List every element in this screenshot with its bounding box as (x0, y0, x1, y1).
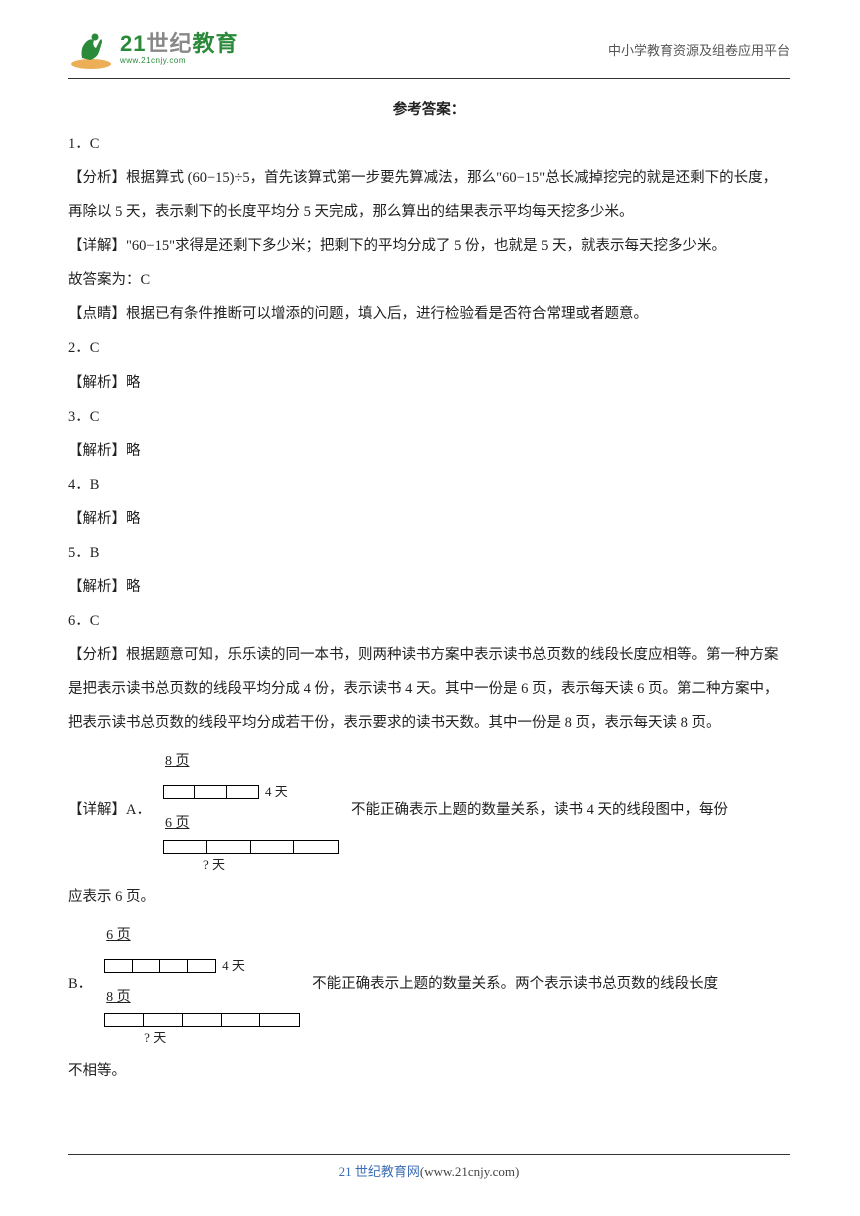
logo-block: 21世纪教育 www.21cnjy.com (68, 28, 239, 70)
q6-B-line2: 不相等。 (68, 1054, 790, 1088)
q1-detail: 【详解】"60−15"求得是还剩下多少米；把剩下的平均分成了 5 份，也就是 5… (68, 229, 790, 263)
q1-analysis: 【分析】根据算式 (60−15)÷5，首先该算式第一步要先算减法，那么"60−1… (68, 161, 790, 229)
page-footer: 21 世纪教育网(www.21cnjy.com) (68, 1154, 790, 1180)
content: 参考答案： 1．C 【分析】根据算式 (60−15)÷5，首先该算式第一步要先算… (0, 79, 860, 1088)
q6-A-prefix: 【详解】A． (68, 793, 151, 827)
logo-icon (68, 28, 114, 70)
q4-answer: 4．B (68, 468, 790, 502)
q4-exp: 【解析】略 (68, 502, 790, 536)
header-right-text: 中小学教育资源及组卷应用平台 (608, 40, 790, 59)
q6-B-suffix: 不能正确表示上题的数量关系。两个表示读书总页数的线段长度 (312, 967, 718, 1001)
logo-subtext: www.21cnjy.com (120, 57, 239, 65)
q2-exp: 【解析】略 (68, 366, 790, 400)
answers-title: 参考答案： (68, 93, 790, 127)
footer-brand: 21 世纪教育网 (339, 1164, 420, 1179)
diagram-B: 6 页4 天8 页? 天 (104, 920, 300, 1048)
q6-answer: 6．C (68, 604, 790, 638)
footer-url: (www.21cnjy.com) (420, 1164, 519, 1179)
q6-option-B-row: B． 6 页4 天8 页? 天 不能正确表示上题的数量关系。两个表示读书总页数的… (68, 920, 790, 1048)
q6-A-suffix: 不能正确表示上题的数量关系，读书 4 天的线段图中，每份 (351, 793, 728, 827)
q5-answer: 5．B (68, 536, 790, 570)
q3-exp: 【解析】略 (68, 434, 790, 468)
logo-text-2: 世纪 (146, 31, 192, 56)
q6-B-prefix: B． (68, 967, 92, 1001)
q1-so: 故答案为：C (68, 263, 790, 297)
logo-text: 21世纪教育 www.21cnjy.com (120, 33, 239, 65)
q3-answer: 3．C (68, 400, 790, 434)
q6-A-line2: 应表示 6 页。 (68, 880, 790, 914)
page-header: 21世纪教育 www.21cnjy.com 中小学教育资源及组卷应用平台 (68, 0, 790, 79)
logo-text-1: 21 (120, 31, 146, 56)
logo-text-3: 教育 (193, 31, 239, 56)
q6-analysis: 【分析】根据题意可知，乐乐读的同一本书，则两种读书方案中表示读书总页数的线段长度… (68, 638, 790, 740)
diagram-A: 8 页4 天6 页? 天 (163, 746, 339, 874)
q5-exp: 【解析】略 (68, 570, 790, 604)
q6-option-A-row: 【详解】A． 8 页4 天6 页? 天 不能正确表示上题的数量关系，读书 4 天… (68, 746, 790, 874)
q2-answer: 2．C (68, 331, 790, 365)
q1-answer: 1．C (68, 127, 790, 161)
q1-point: 【点睛】根据已有条件推断可以增添的问题，填入后，进行检验看是否符合常理或者题意。 (68, 297, 790, 331)
